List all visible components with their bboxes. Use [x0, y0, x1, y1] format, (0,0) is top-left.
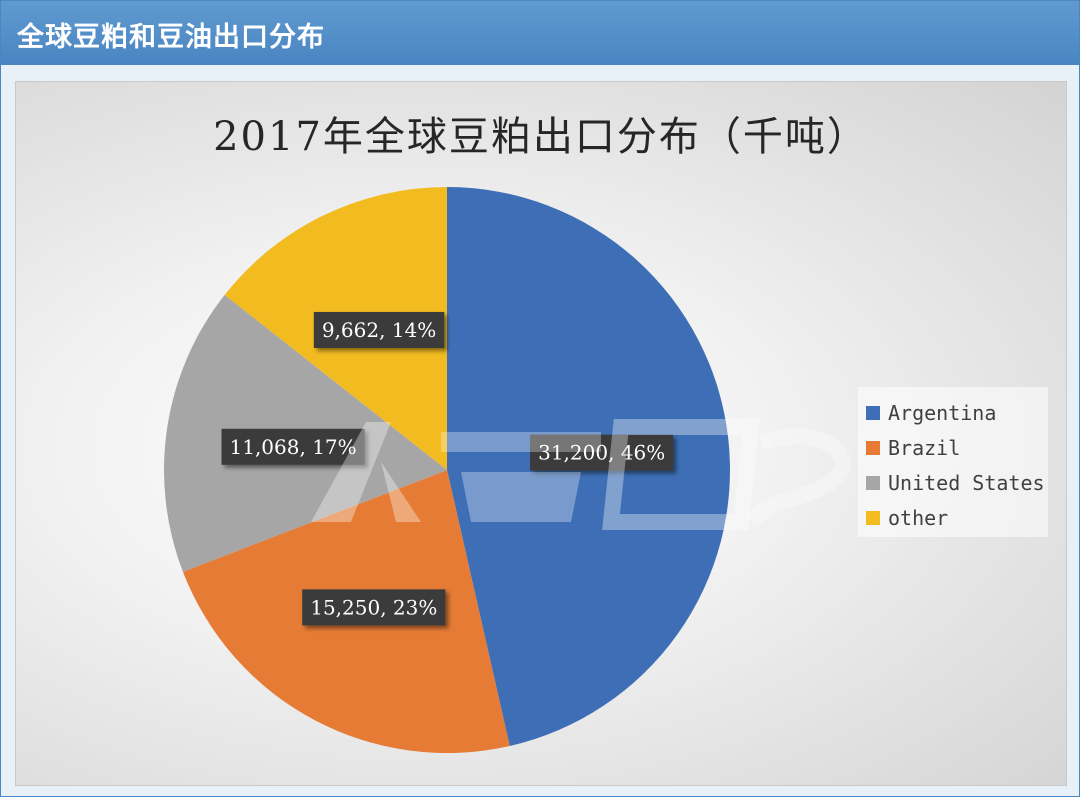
data-label-text: 9,662, 14%: [322, 318, 436, 342]
legend-swatch-argentina: [866, 406, 880, 420]
pie-data-labels: 31,200, 46% 15,250, 23% 11,068, 17% 9,662, …: [221, 311, 674, 626]
legend: Argentina Brazil United States other: [858, 387, 1048, 537]
legend-label: United States: [888, 471, 1045, 495]
data-label-text: 31,200, 46%: [538, 441, 665, 465]
legend-swatch-brazil: [866, 441, 880, 455]
chart-title: 2017年全球豆粕出口分布（千吨）: [213, 114, 869, 160]
chart-area: 2017年全球豆粕出口分布（千吨） 31,200, 46% 15,250, 23%…: [15, 81, 1067, 786]
legend-label: Argentina: [888, 401, 997, 425]
data-label-text: 15,250, 23%: [310, 595, 437, 619]
legend-swatch-united-states: [866, 476, 880, 490]
legend-label: Brazil: [888, 436, 961, 460]
header-title: 全球豆粕和豆油出口分布: [17, 22, 325, 53]
legend-swatch-other: [866, 511, 880, 525]
legend-label: other: [888, 506, 949, 530]
pie-chart: 31,200, 46% 15,250, 23% 11,068, 17% 9,662, …: [164, 187, 730, 753]
data-label-box: [530, 434, 674, 471]
data-label-other: 9,662, 14%: [313, 311, 445, 348]
data-label-box: [221, 428, 365, 465]
data-label-text: 11,068, 17%: [230, 435, 357, 459]
data-label-box: [302, 589, 446, 626]
data-label-united-states: 11,068, 17%: [221, 428, 365, 465]
data-label-box: [313, 311, 445, 348]
data-label-brazil: 15,250, 23%: [302, 589, 446, 626]
header-bar: 全球豆粕和豆油出口分布: [1, 1, 1079, 65]
data-label-argentina: 31,200, 46%: [530, 434, 674, 471]
